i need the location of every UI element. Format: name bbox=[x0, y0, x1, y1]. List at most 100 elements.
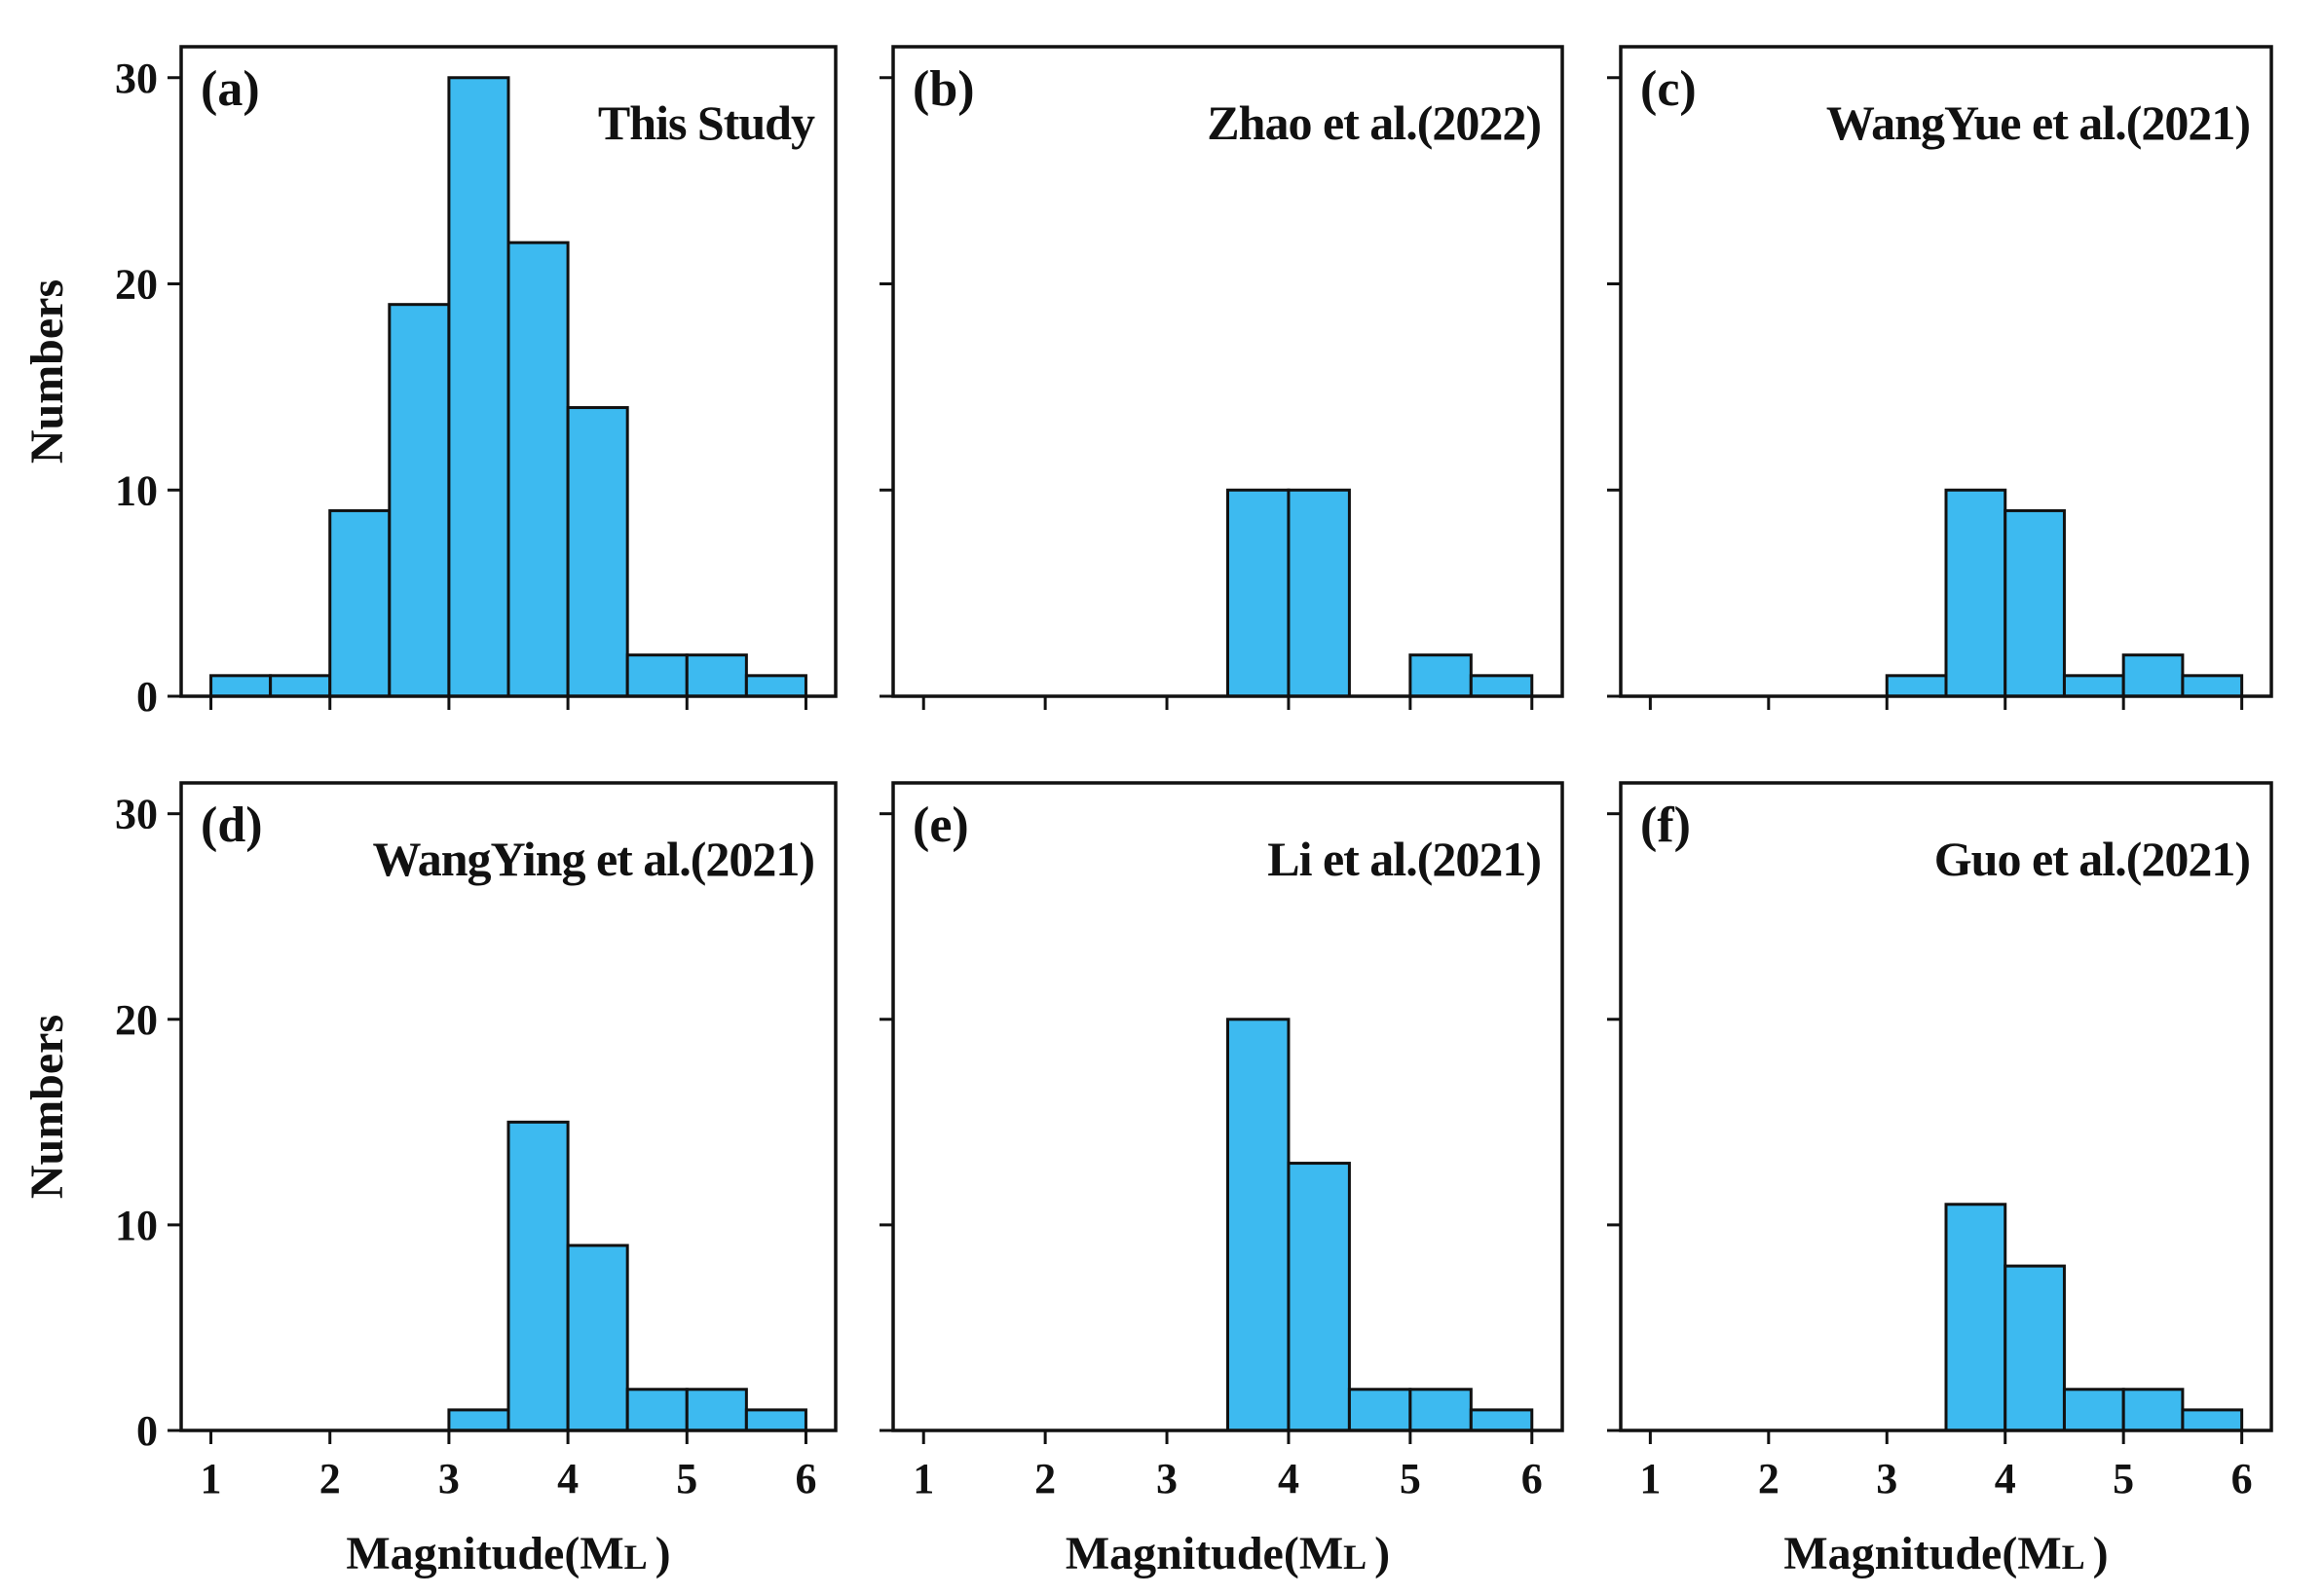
histogram-bar bbox=[328, 508, 392, 698]
histogram-bar bbox=[566, 1243, 629, 1432]
histogram-bar bbox=[447, 76, 510, 698]
x-tick-label: 4 bbox=[557, 1455, 579, 1503]
histogram-panel: (c) WangYue et al.(2021) bbox=[1607, 45, 2273, 710]
y-tick-label: 10 bbox=[115, 466, 158, 514]
x-tick-label: 1 bbox=[1639, 1455, 1661, 1503]
histogram-bar bbox=[1408, 1388, 1473, 1432]
panel-label: (c) bbox=[1640, 61, 1697, 117]
x-tick-label: 6 bbox=[1521, 1455, 1543, 1503]
x-axis-label-close: ) bbox=[2093, 1528, 2109, 1579]
axes-frame bbox=[179, 45, 838, 698]
histogram-panel: 0 10 20 30 (a) This Study Numbers bbox=[21, 45, 838, 721]
histogram-bar bbox=[1944, 488, 2007, 698]
panel-label: (a) bbox=[201, 61, 260, 117]
x-tick-label: 1 bbox=[913, 1455, 934, 1503]
x-tick-label: 1 bbox=[201, 1455, 222, 1503]
source-title: Guo et al.(2021) bbox=[1934, 832, 2250, 886]
x-tick-label: 3 bbox=[1156, 1455, 1178, 1503]
histogram-bar bbox=[1469, 674, 1534, 698]
histogram-bar bbox=[2181, 1408, 2244, 1432]
histogram-bar bbox=[2121, 1388, 2185, 1432]
x-tick-label: 4 bbox=[1995, 1455, 2016, 1503]
y-tick-label: 10 bbox=[115, 1202, 158, 1249]
x-tick-label: 5 bbox=[2113, 1455, 2134, 1503]
histogram-bar bbox=[625, 653, 689, 698]
histogram-bar bbox=[506, 1120, 570, 1432]
x-tick-label: 5 bbox=[676, 1455, 697, 1503]
source-title: WangYue et al.(2021) bbox=[1826, 95, 2250, 150]
y-axis-label: Numbers bbox=[21, 279, 73, 464]
histogram-bar bbox=[685, 653, 748, 698]
x-tick-label: 3 bbox=[1876, 1455, 1897, 1503]
histogram-panel: 1 2 3 4 5 6 (e) Li et al.(2021) Magnitude(ML) bbox=[880, 781, 1564, 1579]
y-tick-label: 20 bbox=[115, 996, 158, 1044]
histogram-bar bbox=[2062, 674, 2125, 698]
y-tick-label: 20 bbox=[115, 261, 158, 309]
y-axis-label: Numbers bbox=[21, 1015, 73, 1199]
x-axis-label-close: ) bbox=[655, 1528, 671, 1579]
source-title: WangYing et al.(2021) bbox=[372, 832, 814, 886]
histogram-bar bbox=[209, 674, 273, 698]
histogram-bar bbox=[685, 1388, 748, 1432]
histogram-bar bbox=[1226, 488, 1291, 698]
source-title: Li et al.(2021) bbox=[1267, 832, 1541, 886]
x-axis-label-main: Magnitude(M bbox=[1066, 1528, 1343, 1579]
histogram-panel: (b) Zhao et al.(2022) bbox=[880, 45, 1564, 710]
histogram-bar bbox=[447, 1408, 510, 1432]
histogram-bar bbox=[566, 406, 629, 698]
y-tick-label: 30 bbox=[115, 791, 158, 838]
x-tick-label: 2 bbox=[1758, 1455, 1779, 1503]
source-title: Zhao et al.(2022) bbox=[1207, 95, 1541, 150]
x-tick-label: 4 bbox=[1278, 1455, 1299, 1503]
panel-label: (d) bbox=[201, 798, 263, 853]
histogram-bar bbox=[2062, 1388, 2125, 1432]
histogram-bar bbox=[1287, 488, 1351, 698]
histogram-bar bbox=[2181, 674, 2244, 698]
histogram-bar bbox=[1944, 1203, 2007, 1432]
histogram-bar bbox=[1347, 1388, 1412, 1432]
axes-frame bbox=[1619, 781, 2273, 1432]
x-axis-label-close: ) bbox=[1374, 1528, 1390, 1579]
x-tick-label: 3 bbox=[438, 1455, 460, 1503]
histogram-panel: 1 2 3 4 5 6 (f) Guo et al.(2021) Magnitude(ML) bbox=[1607, 781, 2273, 1579]
histogram-bar bbox=[269, 674, 332, 698]
histogram-bar bbox=[744, 1408, 807, 1432]
histogram-bar bbox=[1226, 1018, 1291, 1432]
panel-label: (b) bbox=[913, 61, 975, 117]
histogram-bar bbox=[1408, 653, 1473, 698]
histogram-bar bbox=[1287, 1162, 1351, 1432]
source-title: This Study bbox=[598, 95, 815, 150]
panel-label: (e) bbox=[913, 798, 969, 853]
histogram-panel: 1 2 3 4 5 6 0 10 20 30 (d) WangYing et al.(2021) Num… bbox=[21, 781, 838, 1579]
axes-frame bbox=[179, 781, 838, 1432]
histogram-bar bbox=[2004, 508, 2066, 698]
x-axis-label: Magnitude(ML) bbox=[346, 1528, 670, 1579]
x-axis-label: Magnitude(ML) bbox=[1783, 1528, 2108, 1579]
y-tick-label: 0 bbox=[136, 1407, 158, 1455]
histogram-bar bbox=[2121, 653, 2185, 698]
y-tick-label: 30 bbox=[115, 55, 158, 102]
histogram-bar bbox=[1469, 1408, 1534, 1432]
x-axis-label: Magnitude(ML) bbox=[1066, 1528, 1390, 1579]
axes-frame bbox=[891, 45, 1564, 698]
x-axis-label-main: Magnitude(M bbox=[346, 1528, 623, 1579]
x-axis-label-subscript: L bbox=[1343, 1538, 1367, 1577]
histogram-bar bbox=[744, 674, 807, 698]
axes-frame bbox=[891, 781, 1564, 1432]
histogram-bar bbox=[625, 1388, 689, 1432]
x-tick-label: 2 bbox=[1034, 1455, 1056, 1503]
x-axis-label-subscript: L bbox=[2062, 1538, 2085, 1577]
x-tick-label: 5 bbox=[1400, 1455, 1421, 1503]
histogram-bar bbox=[506, 241, 570, 698]
histogram-bar bbox=[1885, 674, 1948, 698]
x-tick-label: 6 bbox=[2231, 1455, 2253, 1503]
x-axis-label-subscript: L bbox=[624, 1538, 648, 1577]
histogram-bar bbox=[388, 303, 451, 698]
y-tick-label: 0 bbox=[136, 673, 158, 721]
x-tick-label: 2 bbox=[319, 1455, 341, 1503]
panel-label: (f) bbox=[1640, 798, 1691, 853]
axes-frame bbox=[1619, 45, 2273, 698]
histogram-bar bbox=[2004, 1264, 2066, 1432]
x-tick-label: 6 bbox=[795, 1455, 816, 1503]
